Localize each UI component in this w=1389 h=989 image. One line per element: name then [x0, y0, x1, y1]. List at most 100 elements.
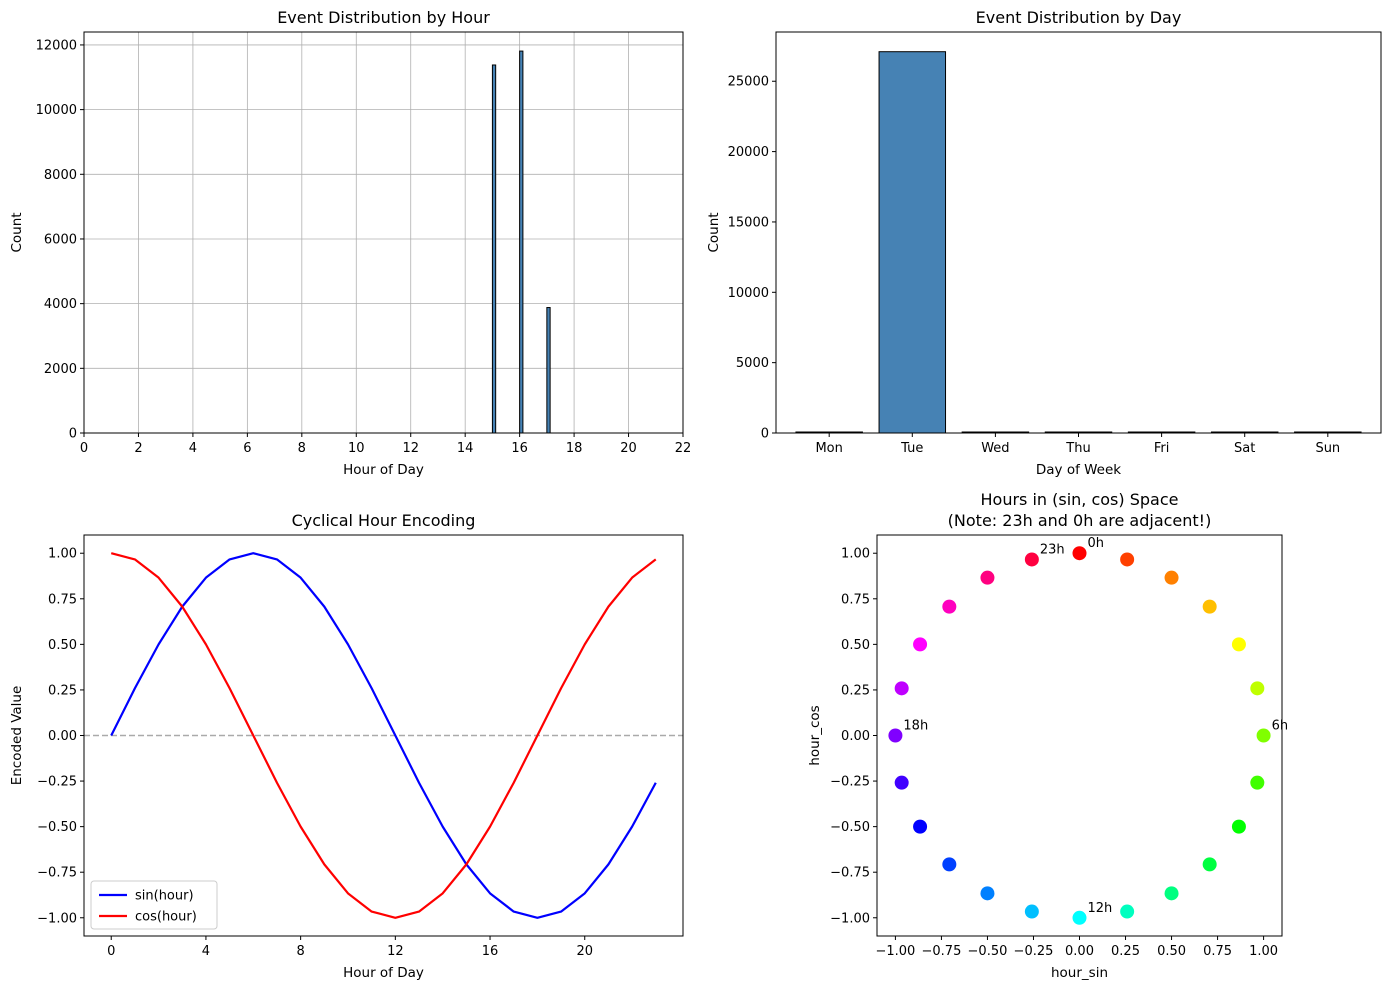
hour-xtick-label: 18 [566, 441, 583, 456]
day-xtick-label: Sat [1234, 441, 1255, 456]
hour-bar [519, 50, 524, 434]
hour-point [1250, 775, 1265, 790]
day-ytick-label: 0 [761, 427, 769, 442]
scatter-xtick-label: 1.00 [1249, 944, 1278, 959]
scatter-ytick-label: −0.75 [830, 866, 870, 881]
day-ytick-label: 10000 [728, 286, 769, 301]
hour-bar [546, 307, 551, 434]
hour-xtick-label: 6 [243, 441, 251, 456]
day-ytick-label: 15000 [728, 215, 769, 230]
scatter-ytick-label: −0.50 [830, 820, 870, 835]
hour-xlabel: Hour of Day [343, 462, 424, 478]
hour-xtick-label: 4 [189, 441, 197, 456]
scatter-ytick-label: −1.00 [830, 911, 870, 926]
hour-point [1072, 910, 1087, 925]
hour-point [1164, 886, 1179, 901]
day-chart-title: Event Distribution by Day [976, 8, 1182, 27]
day-xtick-label: Mon [815, 441, 842, 456]
scatter-ytick-label: 0.00 [841, 729, 870, 744]
hour-ytick-label: 10000 [36, 103, 77, 118]
encoding-xtick-label: 20 [576, 944, 593, 959]
scatter-chart-title: Hours in (sin, cos) Space [981, 490, 1179, 509]
encoding-ytick-label: 1.00 [48, 547, 77, 562]
hour-point [913, 819, 928, 834]
hour-annotation: 12h [1088, 901, 1113, 916]
series-line-cos-hour- [110, 552, 657, 919]
encoding-xtick-label: 8 [296, 944, 304, 959]
hour-xtick-label: 14 [457, 441, 474, 456]
hour-annotation: 18h [903, 719, 928, 734]
hour-xtick-label: 2 [134, 441, 142, 456]
hour-ytick-label: 2000 [44, 362, 77, 377]
hour-point [1120, 904, 1135, 919]
hour-bar [491, 64, 497, 434]
hour-point [894, 775, 909, 790]
scatter-plot-frame [876, 534, 1283, 937]
hour-xtick-label: 0 [80, 441, 88, 456]
hour-ytick-label: 8000 [44, 168, 77, 183]
encoding-xtick-label: 4 [202, 944, 210, 959]
hour-point [888, 728, 903, 743]
hour-xtick-label: 20 [620, 441, 637, 456]
hour-point [1120, 552, 1135, 567]
encoding-ytick-label: −1.00 [37, 911, 77, 926]
day-xlabel: Day of Week [1036, 462, 1121, 478]
scatter-ytick-label: 0.25 [841, 683, 870, 698]
encoding-ytick-label: 0.00 [48, 729, 77, 744]
hour-plot-frame [83, 31, 684, 434]
hour-point [1024, 904, 1039, 919]
scatter-xtick-label: −0.25 [1014, 944, 1054, 959]
scatter-ytick-label: −0.25 [830, 775, 870, 790]
encoding-xlabel: Hour of Day [343, 965, 424, 981]
hour-xtick-label: 16 [511, 441, 528, 456]
hour-point [1231, 819, 1246, 834]
legend-label: sin(hour) [135, 889, 194, 904]
legend-label: cos(hour) [135, 910, 197, 925]
hour-ytick-label: 12000 [36, 38, 77, 53]
scatter-ytick-label: 1.00 [841, 547, 870, 562]
scatter-ylabel: hour_cos [807, 705, 823, 765]
hour-point [894, 681, 909, 696]
hour-ylabel: Count [9, 212, 25, 252]
hour-xtick-label: 8 [298, 441, 306, 456]
encoding-ytick-label: 0.25 [48, 683, 77, 698]
hour-point [1250, 681, 1265, 696]
scatter-xtick-label: 0.25 [1111, 944, 1140, 959]
hour-xtick-label: 10 [348, 441, 365, 456]
encoding-xtick-label: 16 [482, 944, 499, 959]
hour-ytick-label: 4000 [44, 297, 77, 312]
day-xtick-label: Wed [981, 441, 1009, 456]
hour-point [1072, 546, 1087, 561]
hour-ytick-label: 0 [69, 427, 77, 442]
hour-point [1256, 728, 1271, 743]
day-xtick-label: Fri [1154, 441, 1170, 456]
hour-point [942, 857, 957, 872]
hour-xtick-label: 12 [402, 441, 419, 456]
encoding-ytick-label: −0.50 [37, 820, 77, 835]
scatter-xtick-label: 0.75 [1203, 944, 1232, 959]
hour-annotation: 6h [1272, 719, 1289, 734]
hour-point [1202, 857, 1217, 872]
series-line-sin-hour- [110, 552, 657, 919]
day-xtick-label: Sun [1315, 441, 1340, 456]
day-xtick-label: Tue [900, 441, 923, 456]
hour-point [942, 599, 957, 614]
scatter-ytick-label: 0.75 [841, 592, 870, 607]
day-ytick-label: 20000 [728, 145, 769, 160]
scatter-xtick-label: 0.00 [1065, 944, 1094, 959]
encoding-ylabel: Encoded Value [9, 686, 25, 786]
hour-point [1024, 552, 1039, 567]
encoding-ytick-label: 0.75 [48, 592, 77, 607]
hour-point [913, 637, 928, 652]
encoding-ytick-label: 0.50 [48, 638, 77, 653]
encoding-xtick-label: 12 [387, 944, 404, 959]
scatter-xtick-label: −1.00 [875, 944, 915, 959]
hour-point [980, 886, 995, 901]
scatter-xtick-label: −0.50 [968, 944, 1008, 959]
encoding-ytick-label: −0.75 [37, 866, 77, 881]
hour-ytick-label: 6000 [44, 232, 77, 247]
encoding-xtick-label: 0 [107, 944, 115, 959]
scatter-xtick-label: −0.75 [922, 944, 962, 959]
day-plot-frame [775, 31, 1382, 434]
